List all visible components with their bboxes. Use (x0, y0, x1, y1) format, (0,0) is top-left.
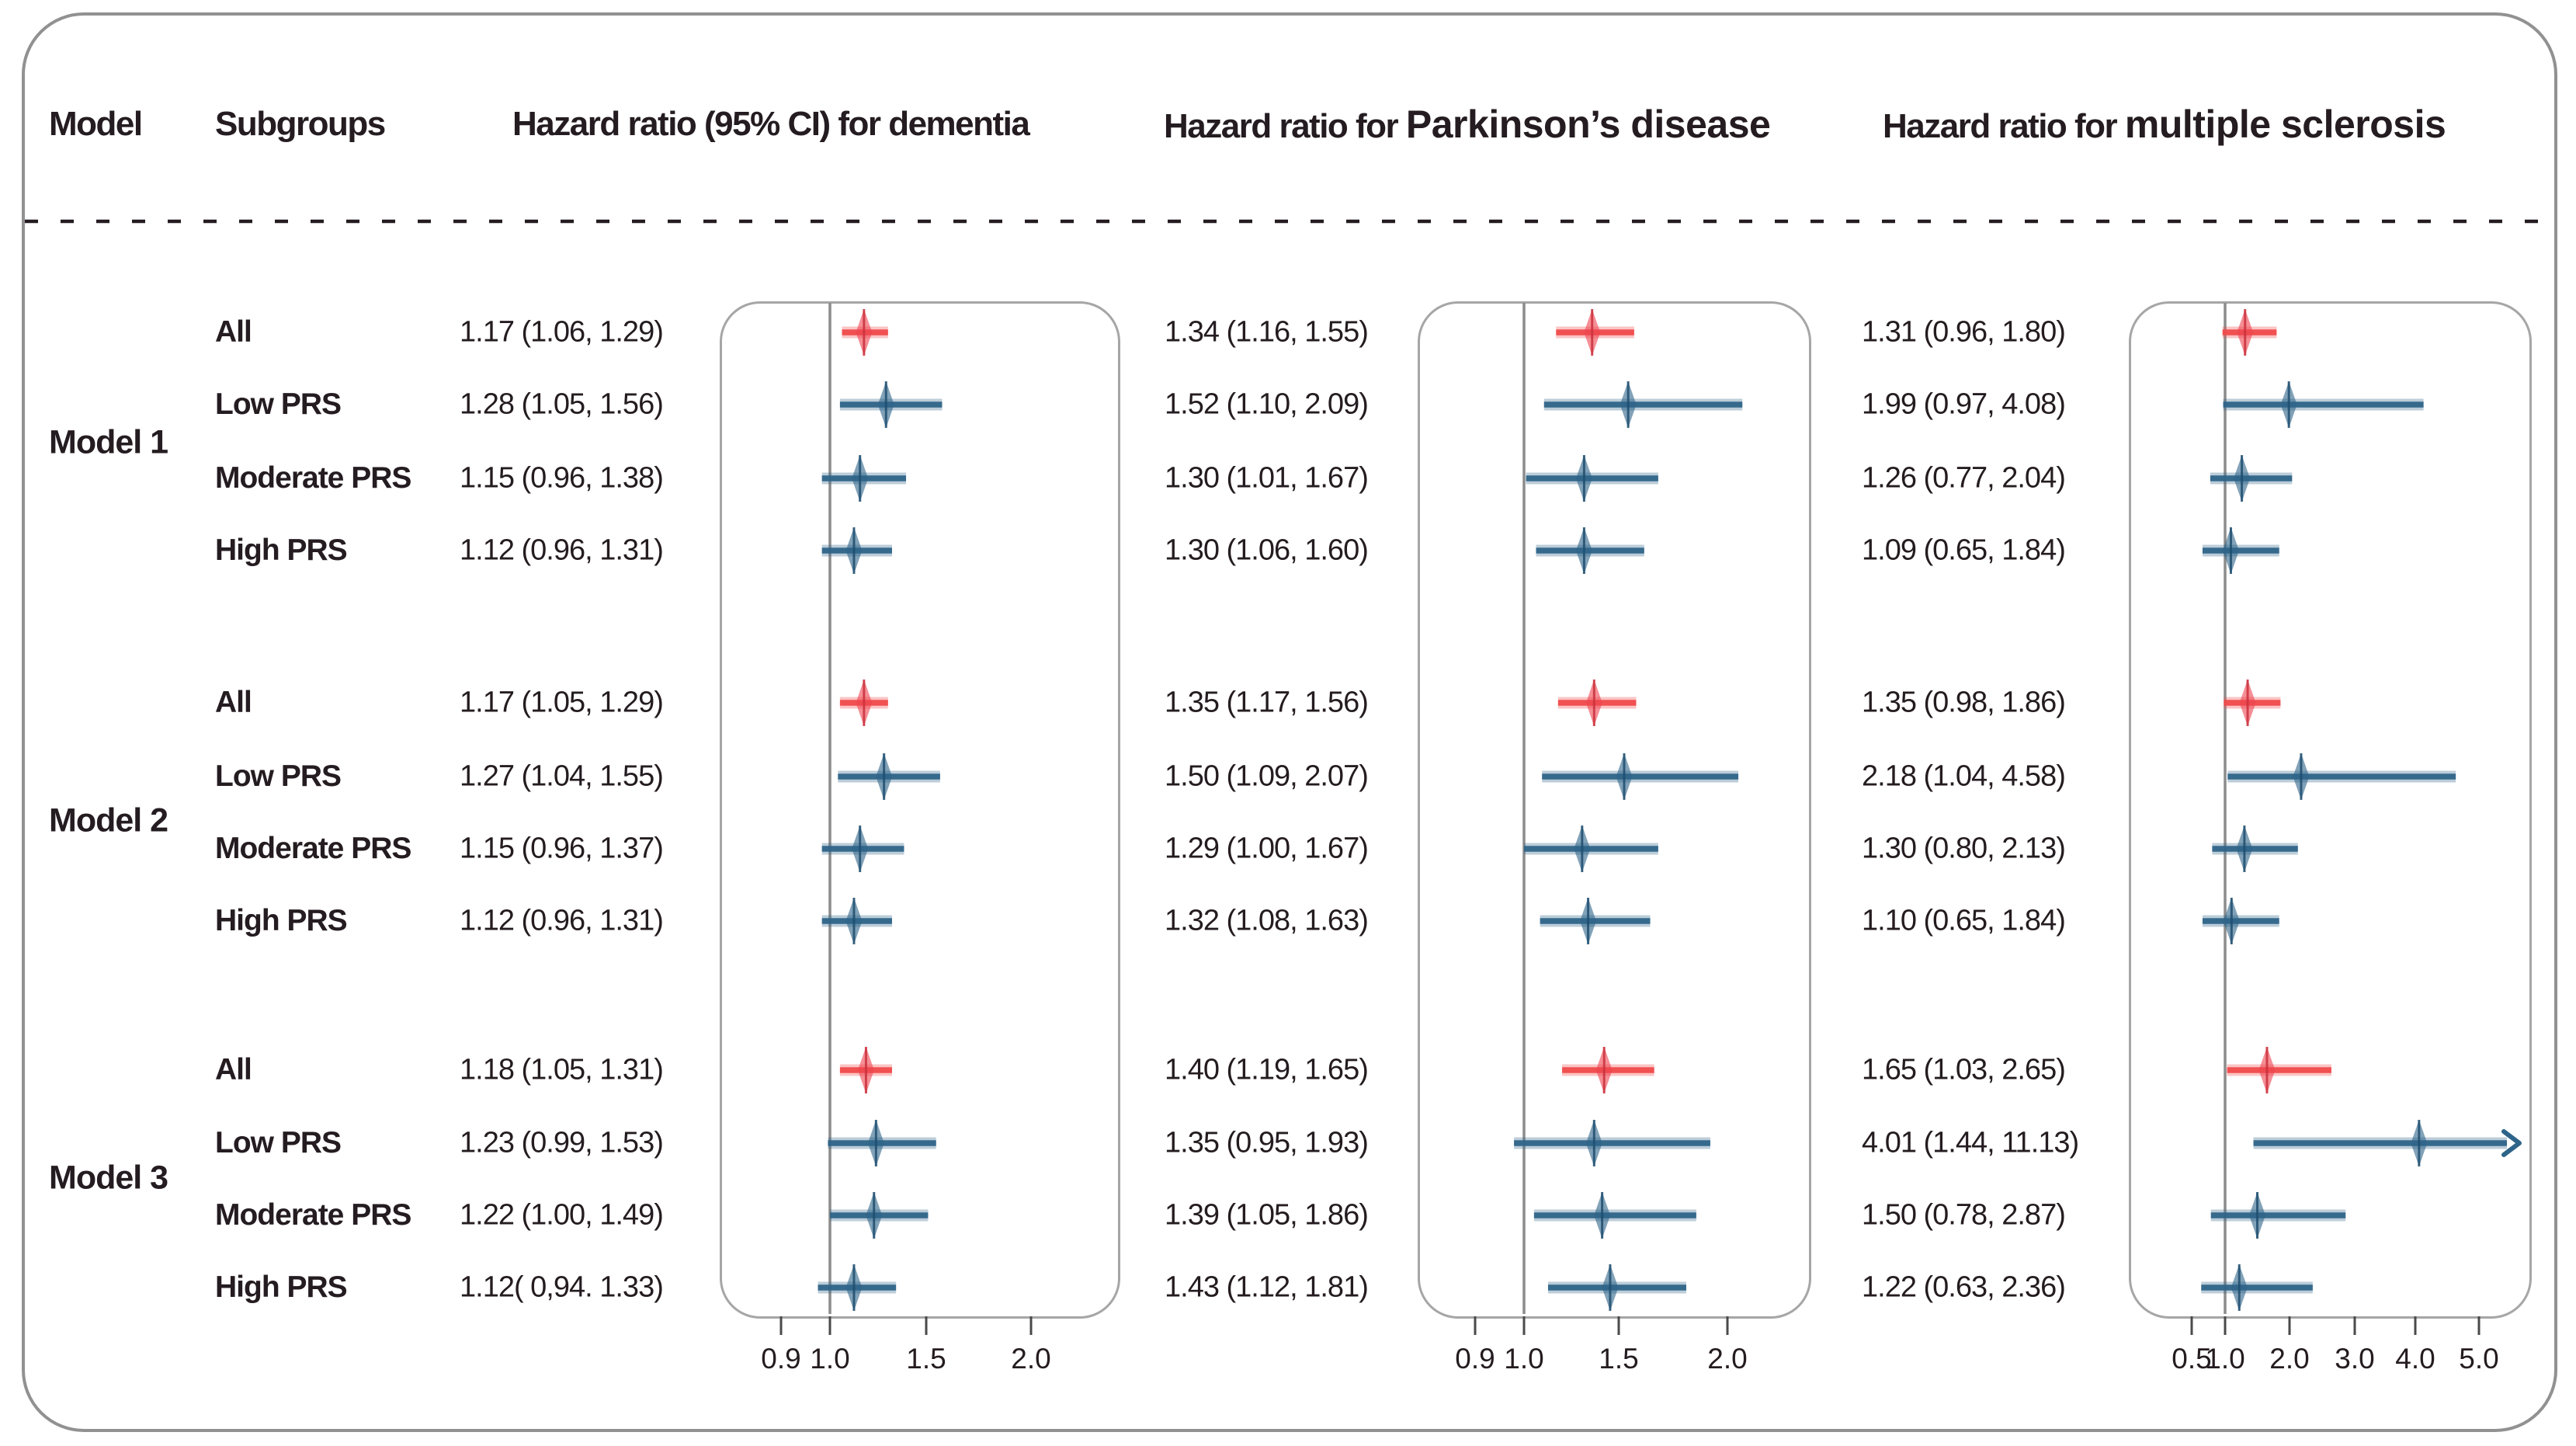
hr-value-dementia: 1.12 (0.96, 1.31) (460, 534, 664, 567)
axis-tick-label-parkinsons: 1.0 (1504, 1343, 1543, 1375)
model-label: Model 3 (49, 1159, 168, 1197)
hr-value-ms: 1.10 (0.65, 1.84) (1862, 904, 2066, 937)
hr-value-parkinsons: 1.30 (1.01, 1.67) (1165, 461, 1369, 495)
axis-tick-label-ms: 5.0 (2459, 1343, 2498, 1375)
model-label: Model 2 (49, 801, 168, 839)
axis-tick-label-ms: 1.0 (2205, 1343, 2244, 1375)
forest-panel-parkinsons (1418, 301, 1811, 1319)
axis-tick-label-dementia: 1.5 (906, 1343, 946, 1375)
forest-panel-dementia (720, 301, 1120, 1319)
hr-value-dementia: 1.12( 0,94. 1.33) (460, 1270, 664, 1304)
hr-value-dementia: 1.18 (1.05, 1.31) (460, 1053, 664, 1086)
subgroup-label: Low PRS (215, 388, 342, 421)
clip-arrow-icon (2501, 1129, 2522, 1157)
figure-border (22, 12, 2557, 1432)
subgroup-label: Moderate PRS (215, 832, 411, 865)
hr-value-parkinsons: 1.35 (0.95, 1.93) (1165, 1126, 1369, 1159)
hr-value-ms: 1.09 (0.65, 1.84) (1862, 534, 2066, 567)
axis-tick-label-parkinsons: 0.9 (1455, 1343, 1495, 1375)
hr-value-dementia: 1.12 (0.96, 1.31) (460, 904, 664, 937)
hr-value-parkinsons: 1.39 (1.05, 1.86) (1165, 1198, 1369, 1232)
subgroup-label: Moderate PRS (215, 461, 411, 495)
subgroup-label: All (215, 315, 252, 349)
hr-value-parkinsons: 1.35 (1.17, 1.56) (1165, 686, 1369, 719)
hr-value-dementia: 1.17 (1.05, 1.29) (460, 686, 664, 719)
hr-value-dementia: 1.15 (0.96, 1.37) (460, 832, 664, 865)
model-label: Model 1 (49, 423, 168, 461)
hr-value-ms: 1.22 (0.63, 2.36) (1862, 1270, 2066, 1304)
axis-tick-label-ms: 3.0 (2335, 1343, 2374, 1375)
hr-value-ms: 1.65 (1.03, 2.65) (1862, 1053, 2066, 1086)
hr-value-ms: 1.31 (0.96, 1.80) (1862, 315, 2066, 349)
hr-value-dementia: 1.27 (1.04, 1.55) (460, 759, 664, 793)
hr-value-parkinsons: 1.50 (1.09, 2.07) (1165, 759, 1369, 793)
column-header-subgroups: Subgroups (215, 105, 386, 143)
column-header-model: Model (49, 105, 143, 143)
hr-value-parkinsons: 1.34 (1.16, 1.55) (1165, 315, 1369, 349)
column-header-parkinsons-emph: Parkinson’s disease (1405, 103, 1771, 146)
hr-value-ms: 1.50 (0.78, 2.87) (1862, 1198, 2066, 1232)
hr-value-dementia: 1.17 (1.06, 1.29) (460, 315, 664, 349)
column-header-parkinsons-prefix: Hazard ratio for (1164, 107, 1406, 145)
hr-value-ms: 1.26 (0.77, 2.04) (1862, 461, 2066, 495)
hr-value-ms: 1.30 (0.80, 2.13) (1862, 832, 2066, 865)
hr-value-parkinsons: 1.52 (1.10, 2.09) (1165, 388, 1369, 421)
axis-tick-label-ms: 0.5 (2172, 1343, 2211, 1375)
hr-value-dementia: 1.22 (1.00, 1.49) (460, 1198, 664, 1232)
subgroup-label: All (215, 686, 252, 719)
axis-tick-label-ms: 2.0 (2269, 1343, 2309, 1375)
forest-panel-ms (2129, 301, 2532, 1319)
column-header-parkinsons: Hazard ratio for Parkinson’s disease (1164, 102, 1771, 147)
hr-value-parkinsons: 1.29 (1.00, 1.67) (1165, 832, 1369, 865)
column-header-ms: Hazard ratio for multiple sclerosis (1883, 102, 2446, 147)
subgroup-label: High PRS (215, 1270, 348, 1304)
axis-tick-label-parkinsons: 2.0 (1707, 1343, 1747, 1375)
axis-tick-label-dementia: 2.0 (1011, 1343, 1050, 1375)
column-header-ms-prefix: Hazard ratio for (1883, 107, 2125, 145)
axis-tick-label-ms: 4.0 (2395, 1343, 2435, 1375)
hr-value-parkinsons: 1.43 (1.12, 1.81) (1165, 1270, 1369, 1304)
hr-value-ms: 1.35 (0.98, 1.86) (1862, 686, 2066, 719)
hr-value-ms: 2.18 (1.04, 4.58) (1862, 759, 2066, 793)
hr-value-dementia: 1.28 (1.05, 1.56) (460, 388, 664, 421)
subgroup-label: High PRS (215, 904, 348, 937)
subgroup-label: High PRS (215, 534, 348, 567)
hr-value-dementia: 1.23 (0.99, 1.53) (460, 1126, 664, 1159)
hr-value-ms: 1.99 (0.97, 4.08) (1862, 388, 2066, 421)
hr-value-ms: 4.01 (1.44, 11.13) (1862, 1126, 2079, 1159)
hr-value-parkinsons: 1.40 (1.19, 1.65) (1165, 1053, 1369, 1086)
subgroup-label: Low PRS (215, 1126, 342, 1159)
subgroup-label: All (215, 1053, 252, 1086)
hr-value-parkinsons: 1.32 (1.08, 1.63) (1165, 904, 1369, 937)
subgroup-label: Moderate PRS (215, 1198, 411, 1232)
axis-tick-label-dementia: 0.9 (761, 1343, 800, 1375)
column-header-dementia: Hazard ratio (95% CI) for dementia (512, 105, 1030, 143)
axis-tick-label-parkinsons: 1.5 (1599, 1343, 1638, 1375)
axis-tick-label-dementia: 1.0 (810, 1343, 849, 1375)
column-header-ms-emph: multiple sclerosis (2124, 103, 2446, 146)
hr-value-dementia: 1.15 (0.96, 1.38) (460, 461, 664, 495)
subgroup-label: Low PRS (215, 759, 342, 793)
hr-value-parkinsons: 1.30 (1.06, 1.60) (1165, 534, 1369, 567)
